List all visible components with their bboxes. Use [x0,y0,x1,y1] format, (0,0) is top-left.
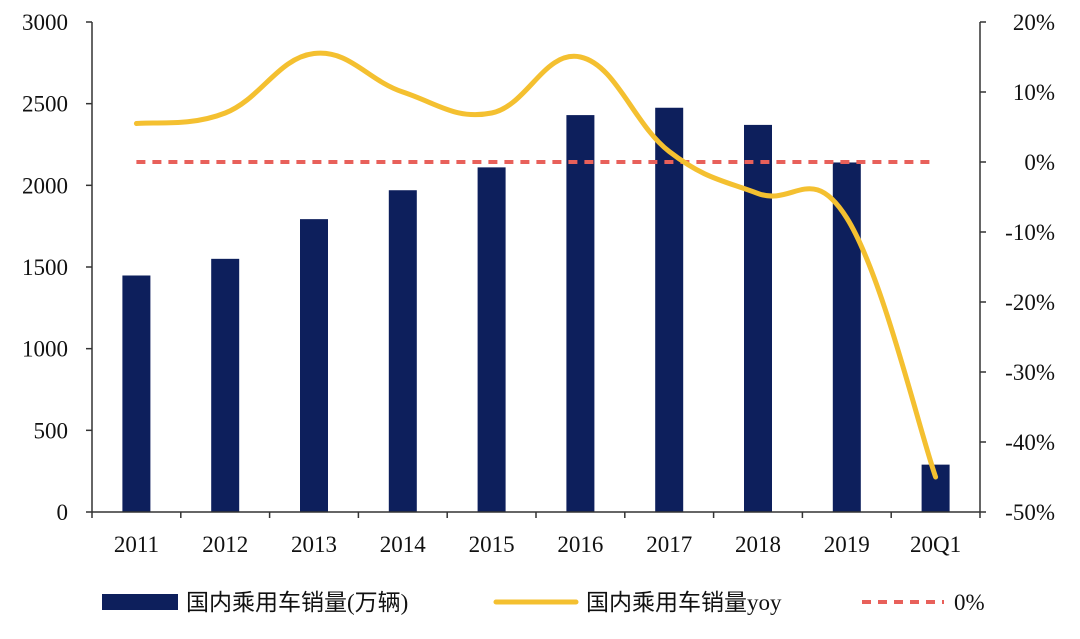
legend-label-yoy: 国内乘用车销量yoy [586,590,782,615]
bar-2014 [389,190,417,512]
legend-swatch-bar [102,594,178,610]
x-tick-label: 2016 [557,532,603,557]
x-tick-label: 2017 [646,532,692,557]
left-tick-label: 2000 [22,173,68,198]
right-tick-label: 10% [1013,80,1055,105]
right-tick-label: -50% [1005,500,1055,525]
right-tick-label: -40% [1005,430,1055,455]
right-tick-label: -10% [1005,220,1055,245]
right-tick-label: 20% [1013,10,1055,35]
left-tick-label: 500 [34,418,69,443]
legend-label-bar: 国内乘用车销量(万辆) [186,590,408,615]
yoy-line [136,53,935,477]
x-tick-label: 2018 [735,532,781,557]
left-tick-label: 2500 [22,92,68,117]
bar-2018 [744,125,772,512]
bar-2011 [122,275,150,512]
bar-2012 [211,259,239,512]
x-tick-label: 2012 [202,532,248,557]
left-tick-label: 3000 [22,10,68,35]
right-tick-label: -30% [1005,360,1055,385]
x-tick-label: 20Q1 [910,532,961,557]
left-tick-label: 0 [57,500,69,525]
x-tick-label: 2011 [114,532,159,557]
left-tick-label: 1000 [22,337,68,362]
bars-layer [122,108,949,512]
bar-2013 [300,219,328,512]
right-tick-label: 0% [1024,150,1055,175]
legend: 国内乘用车销量(万辆) 国内乘用车销量yoy 0% [102,590,985,615]
x-tick-label: 2014 [380,532,427,557]
x-tick-label: 2019 [824,532,870,557]
left-tick-label: 1500 [22,255,68,280]
bar-2015 [478,167,506,512]
legend-label-zero: 0% [954,590,985,615]
bar-2017 [655,108,683,512]
axes-layer: 0 500 1000 1500 2000 2500 3000 20% 10% 0% -10% -20%… [22,10,1055,557]
bar-2016 [566,115,594,512]
x-tick-label: 2015 [469,532,515,557]
right-tick-label: -20% [1005,290,1055,315]
x-tick-label: 2013 [291,532,337,557]
yoy-line-layer [136,53,935,477]
